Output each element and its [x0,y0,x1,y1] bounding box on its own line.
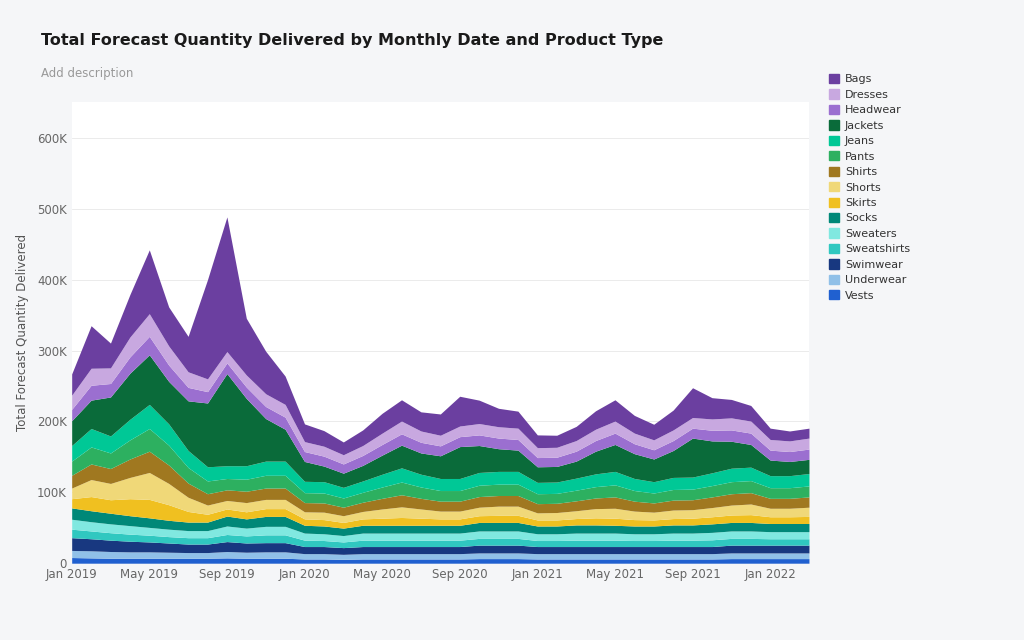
Legend: Bags, Dresses, Headwear, Jackets, Jeans, Pants, Shirts, Shorts, Skirts, Socks, S: Bags, Dresses, Headwear, Jackets, Jeans,… [824,70,914,305]
Y-axis label: Total Forecast Quantity Delivered: Total Forecast Quantity Delivered [15,234,29,431]
Text: Add description: Add description [41,67,133,80]
Text: Total Forecast Quantity Delivered by Monthly Date and Product Type: Total Forecast Quantity Delivered by Mon… [41,33,664,48]
